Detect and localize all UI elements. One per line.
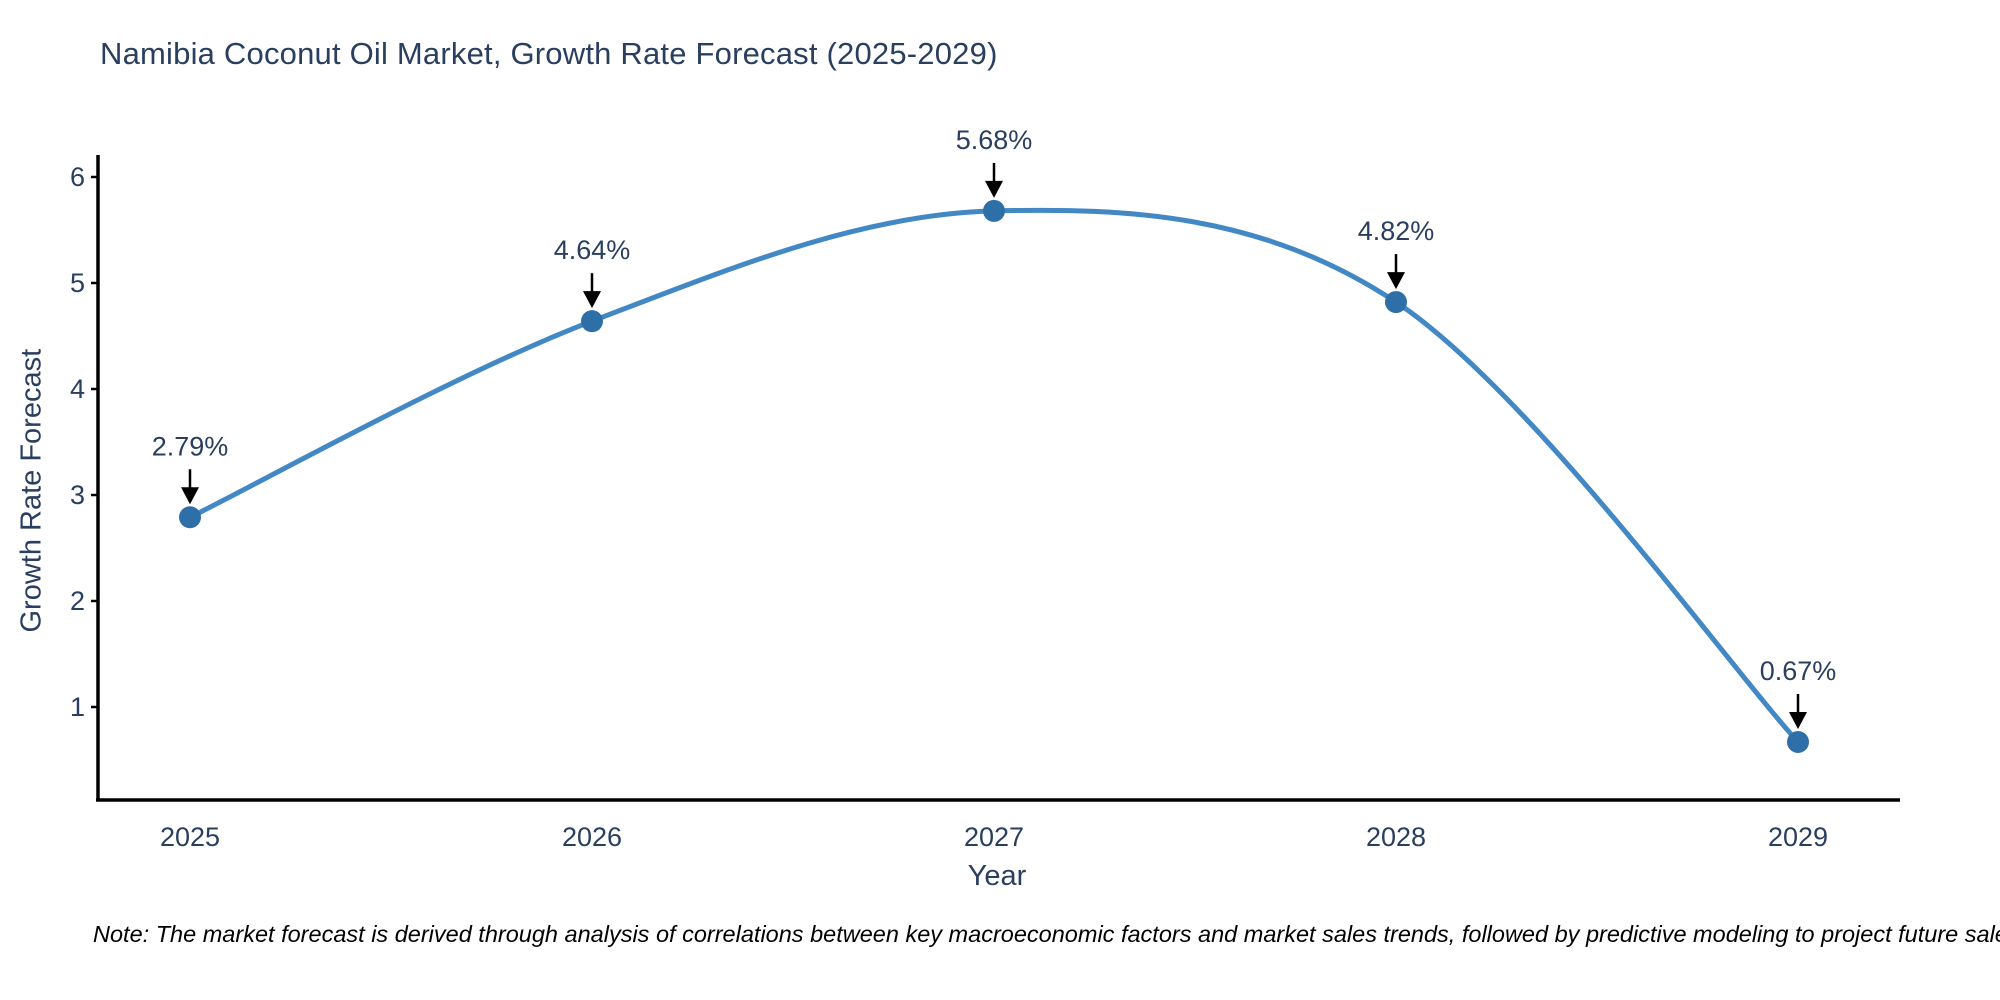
data-point-marker[interactable] [581,310,603,333]
y-tick-label: 5 [70,268,85,298]
x-tick-label: 2029 [1768,822,1828,852]
data-point-marker[interactable] [179,506,201,529]
chart-title: Namibia Coconut Oil Market, Growth Rate … [100,36,998,71]
annotation-arrow-head [181,487,199,505]
y-tick-label: 1 [70,692,85,722]
annotation-arrow-head [1789,711,1807,729]
annotation-arrow-head [985,180,1003,198]
x-tick-label: 2027 [964,822,1024,852]
x-tick-label: 2028 [1366,822,1426,852]
y-tick-label: 4 [70,374,85,404]
data-point-marker[interactable] [1787,730,1809,753]
data-point-marker[interactable] [1385,291,1407,314]
annotation-label: 2.79% [152,431,229,461]
data-point-marker[interactable] [983,199,1005,222]
y-tick-label: 3 [70,480,85,510]
footnote-text: Note: The market forecast is derived thr… [93,921,2000,947]
annotation-label: 5.68% [956,125,1033,155]
x-axis-title: Year [967,860,1027,892]
y-tick-label: 2 [70,586,85,616]
annotation-label: 4.64% [554,235,631,265]
x-tick-label: 2026 [562,822,622,852]
y-axis-title: Growth Rate Forecast [15,348,48,633]
line-series-path [187,207,1801,745]
annotation-label: 4.82% [1358,216,1435,246]
annotation-arrow-head [583,291,601,309]
x-tick-label: 2025 [160,822,220,852]
y-tick-label: 6 [70,162,85,192]
annotation-label: 0.67% [1760,656,1837,686]
annotation-arrow-head [1387,272,1405,290]
